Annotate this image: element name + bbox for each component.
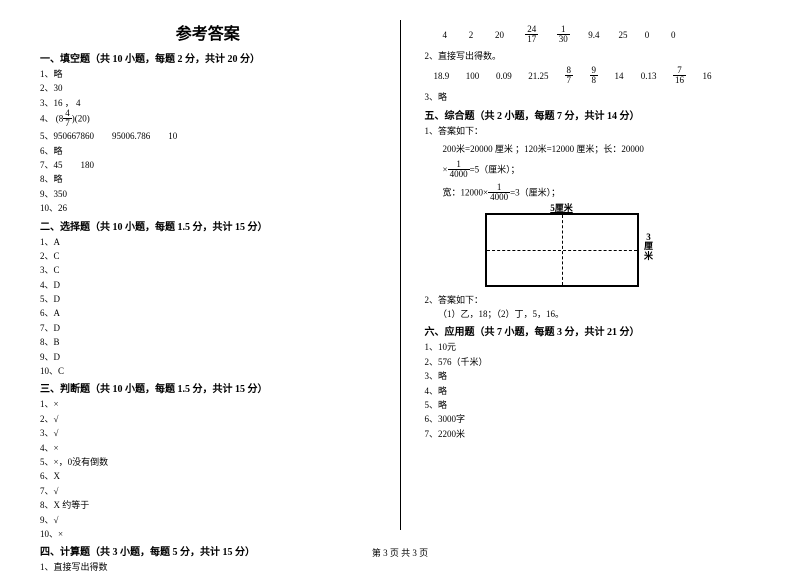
section-1-heading: 一、填空题（共 10 小题，每题 2 分，共计 20 分） bbox=[40, 50, 376, 65]
fraction-8-7: 87 bbox=[565, 66, 574, 85]
ans-3-9: 9、√ bbox=[40, 513, 376, 527]
ans-2-9: 9、D bbox=[40, 350, 376, 364]
section-2-heading: 二、选择题（共 10 小题，每题 1.5 分，共计 15 分） bbox=[40, 218, 376, 233]
section-3-heading: 三、判断题（共 10 小题，每题 1.5 分，共计 15 分） bbox=[40, 380, 376, 395]
ans-2-3: 3、C bbox=[40, 263, 376, 277]
page: 参考答案 一、填空题（共 10 小题，每题 2 分，共计 20 分） 1、略 2… bbox=[0, 0, 800, 540]
ans-6-5: 5、略 bbox=[425, 398, 761, 412]
ans-1-7: 7、45 180 bbox=[40, 158, 376, 172]
ans-5-2a: （1）乙，18；（2）丁，5，16。 bbox=[425, 307, 761, 321]
ans-1-4-post: )(20) bbox=[72, 114, 90, 124]
section-6-heading: 六、应用题（共 7 小题，每题 3 分，共计 21 分） bbox=[425, 323, 761, 338]
ans-5-1a: 200米=20000 厘米 ；120米=12000 厘米；长：20000 bbox=[425, 142, 761, 156]
ans-6-4: 4、略 bbox=[425, 384, 761, 398]
ans-5-1: 1、答案如下： bbox=[425, 124, 761, 138]
ans-3-8: 8、X 约等于 bbox=[40, 498, 376, 512]
calc-row-2: 18.9 100 0.09 21.25 87 98 14 0.13 716 16 bbox=[425, 67, 761, 86]
ans-1-6: 6、略 bbox=[40, 144, 376, 158]
ans-3-7: 7、√ bbox=[40, 484, 376, 498]
calc-row-1: 4 2 20 2417 130 9.4 25 0 0 bbox=[425, 26, 761, 45]
ans-2-5: 5、D bbox=[40, 292, 376, 306]
ans-6-1: 1、10元 bbox=[425, 340, 761, 354]
page-footer: 第 3 页 共 3 页 bbox=[0, 546, 800, 559]
ans-2-6: 6、A bbox=[40, 306, 376, 320]
ans-5-2: 2、答案如下： bbox=[425, 293, 761, 307]
column-divider bbox=[400, 20, 401, 530]
rect-top-label: 5厘米 bbox=[550, 201, 573, 214]
ans-2-2: 2、C bbox=[40, 249, 376, 263]
ans-2-10: 10、C bbox=[40, 364, 376, 378]
right-column: 4 2 20 2417 130 9.4 25 0 0 2、直接写出得数。 18.… bbox=[425, 20, 761, 530]
ans-1-8: 8、略 bbox=[40, 172, 376, 186]
ans-1-10: 10、26 bbox=[40, 201, 376, 215]
calc-3: 3、略 bbox=[425, 90, 761, 104]
ans-5-1b: ×14000=5（厘米）； bbox=[425, 161, 761, 180]
rect-side-label: 3厘米 bbox=[643, 233, 655, 263]
ans-1-4-pre: 4、 bbox=[40, 114, 54, 124]
ans-1-3: 3、16 ， 4 bbox=[40, 96, 376, 110]
fraction-7-16: 716 bbox=[673, 66, 686, 85]
ans-3-3: 3、√ bbox=[40, 426, 376, 440]
ans-1-4-mid: (8 bbox=[56, 114, 64, 124]
ans-6-7: 7、2200米 bbox=[425, 427, 761, 441]
ans-4-1: 1、直接写出得数 bbox=[40, 560, 376, 574]
ans-6-3: 3、略 bbox=[425, 369, 761, 383]
ans-2-4: 4、D bbox=[40, 278, 376, 292]
ans-3-1: 1、× bbox=[40, 397, 376, 411]
ans-2-7: 7、D bbox=[40, 321, 376, 335]
fraction-9-8: 98 bbox=[590, 66, 599, 85]
ans-2-8: 8、B bbox=[40, 335, 376, 349]
rectangle-figure: 5厘米 3厘米 bbox=[485, 213, 639, 287]
fraction-24-17: 2417 bbox=[525, 25, 538, 44]
section-5-heading: 五、综合题（共 2 小题，每题 7 分，共计 14 分） bbox=[425, 107, 761, 122]
ans-3-4: 4、× bbox=[40, 441, 376, 455]
calc-2-label: 2、直接写出得数。 bbox=[425, 49, 761, 63]
ans-6-2: 2、576（千米） bbox=[425, 355, 761, 369]
fraction-4-7: 47 bbox=[63, 109, 72, 128]
ans-1-4: 4、 (847)(20) bbox=[40, 110, 376, 129]
ans-3-2: 2、√ bbox=[40, 412, 376, 426]
ans-1-1: 1、略 bbox=[40, 67, 376, 81]
ans-1-5: 5、950667860 95006.786 10 bbox=[40, 129, 376, 143]
ans-6-6: 6、3000字 bbox=[425, 412, 761, 426]
fraction-1-4000a: 14000 bbox=[448, 160, 470, 179]
ans-3-10: 10、× bbox=[40, 527, 376, 541]
ans-3-6: 6、X bbox=[40, 469, 376, 483]
left-column: 参考答案 一、填空题（共 10 小题，每题 2 分，共计 20 分） 1、略 2… bbox=[40, 20, 376, 530]
ans-1-9: 9、350 bbox=[40, 187, 376, 201]
fraction-1-30: 130 bbox=[557, 25, 570, 44]
ans-5-1c: 宽：12000×14000=3（厘米）； bbox=[425, 184, 761, 203]
fraction-1-4000b: 14000 bbox=[488, 183, 510, 202]
ans-1-2: 2、30 bbox=[40, 81, 376, 95]
ans-2-1: 1、A bbox=[40, 235, 376, 249]
rect-vdash bbox=[562, 215, 563, 285]
doc-title: 参考答案 bbox=[40, 20, 376, 44]
ans-3-5: 5、×，0没有倒数 bbox=[40, 455, 376, 469]
